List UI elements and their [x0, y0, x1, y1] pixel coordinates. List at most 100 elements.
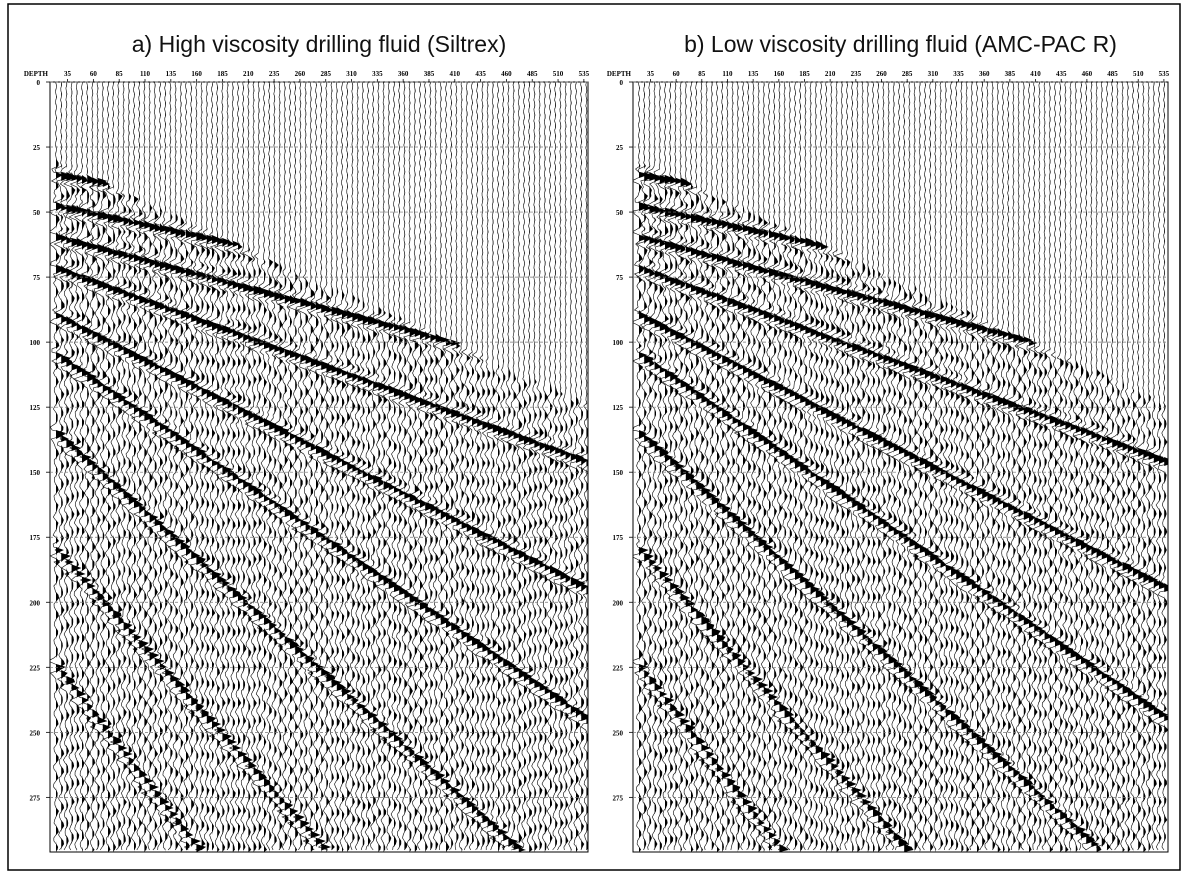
trace-fill — [513, 82, 523, 852]
x-tick-label: 235 — [851, 70, 862, 78]
trace — [515, 82, 534, 851]
trace — [1031, 82, 1048, 851]
trace-fill — [1039, 82, 1047, 852]
x-tick-label: 185 — [217, 70, 228, 78]
trace — [823, 82, 842, 851]
trace — [126, 82, 144, 851]
trace-fill — [56, 82, 65, 852]
panel-title: a) High viscosity drilling fluid (Siltre… — [132, 31, 507, 57]
trace-fill — [248, 82, 258, 852]
y-tick-label: 275 — [30, 794, 41, 802]
trace — [1015, 82, 1034, 851]
trace — [449, 82, 465, 851]
trace — [291, 82, 311, 851]
trace-fill — [852, 82, 862, 852]
y-axis-label: DEPTH — [607, 70, 632, 78]
trace — [854, 82, 873, 851]
trace-fill — [82, 82, 91, 852]
trace — [272, 82, 290, 851]
trace — [713, 82, 733, 851]
trace — [140, 82, 160, 851]
trace-fill — [717, 82, 726, 852]
trace — [391, 82, 410, 851]
trace-fill — [186, 82, 195, 852]
trace-fill — [331, 82, 341, 852]
trace-fill — [847, 82, 856, 852]
x-tick-label: 285 — [320, 70, 331, 78]
trace-fill — [544, 82, 554, 852]
trace — [228, 82, 248, 851]
trace-fill — [414, 82, 424, 852]
trace — [1130, 82, 1148, 851]
trace — [50, 82, 66, 851]
trace — [422, 82, 441, 851]
trace — [156, 82, 176, 851]
trace — [870, 82, 888, 851]
trace — [1108, 82, 1128, 851]
trace-fill — [961, 82, 970, 852]
trace-fill — [482, 82, 492, 852]
trace — [506, 82, 524, 851]
trace-fill — [430, 82, 440, 852]
trace — [313, 82, 332, 851]
trace-fill — [1107, 82, 1116, 852]
trace — [167, 82, 186, 851]
trace-fill — [524, 82, 533, 852]
trace-fill — [1013, 82, 1023, 852]
x-tick-label: 160 — [774, 70, 785, 78]
trace — [682, 82, 701, 851]
trace — [250, 82, 269, 851]
trace — [338, 82, 358, 851]
x-tick-label: 435 — [1056, 70, 1067, 78]
trace — [1136, 82, 1154, 851]
y-tick-label: 175 — [613, 534, 624, 542]
trace-fill — [722, 82, 732, 852]
trace-fill — [992, 82, 1002, 852]
trace — [1026, 82, 1043, 851]
trace — [978, 82, 998, 851]
x-tick-label: 235 — [269, 70, 280, 78]
trace — [161, 82, 181, 851]
trace-fill — [310, 82, 320, 852]
trace-fill — [581, 82, 588, 852]
trace — [546, 82, 566, 851]
trace-fill — [1018, 82, 1028, 852]
y-tick-label: 250 — [30, 729, 41, 737]
trace-fill — [191, 82, 201, 852]
trace — [479, 82, 498, 850]
trace — [78, 82, 97, 851]
trace — [281, 82, 300, 851]
trace — [213, 82, 233, 851]
trace-fill — [212, 82, 221, 852]
trace — [130, 82, 149, 851]
y-tick-label: 50 — [33, 209, 41, 217]
trace-fill — [269, 82, 279, 852]
trace-fill — [565, 82, 572, 852]
trace — [171, 82, 191, 851]
trace — [396, 82, 415, 851]
trace-fill — [440, 82, 450, 852]
trace-fill — [102, 82, 112, 852]
x-tick-label: 285 — [902, 70, 913, 78]
trace — [697, 82, 717, 851]
trace-fill — [321, 82, 331, 852]
trace-fill — [518, 82, 528, 852]
trace — [895, 82, 915, 851]
trace — [915, 82, 935, 851]
trace — [541, 82, 560, 851]
trace — [375, 82, 394, 851]
x-tick-label: 310 — [346, 70, 357, 78]
trace — [151, 82, 170, 851]
x-tick-label: 35 — [647, 70, 655, 78]
y-tick-label: 25 — [33, 144, 41, 152]
trace-fill — [888, 82, 898, 852]
trace — [276, 82, 295, 851]
trace-fill — [409, 82, 419, 852]
plot-frame — [49, 81, 589, 853]
x-tick-label: 535 — [579, 70, 590, 78]
trace — [662, 82, 681, 851]
trace-fill — [420, 82, 429, 852]
trace — [970, 82, 987, 851]
trace — [432, 82, 451, 851]
